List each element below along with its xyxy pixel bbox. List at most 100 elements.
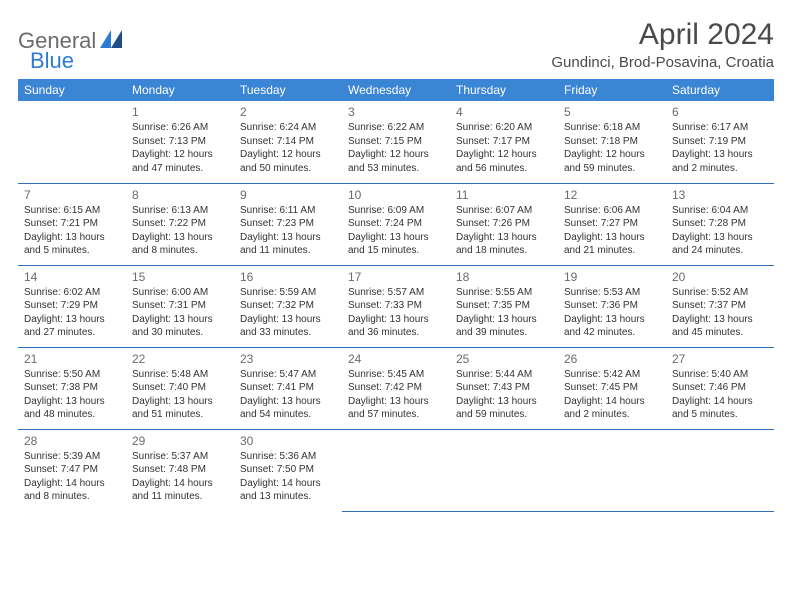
day-number: 16: [240, 269, 336, 285]
daylight-text: and 13 minutes.: [240, 490, 336, 504]
daylight-text: Daylight: 13 hours: [564, 313, 660, 327]
calendar-day-cell: 4Sunrise: 6:20 AMSunset: 7:17 PMDaylight…: [450, 101, 558, 183]
sunset-text: Sunset: 7:27 PM: [564, 217, 660, 231]
day-number: 12: [564, 187, 660, 203]
sunset-text: Sunset: 7:46 PM: [672, 381, 768, 395]
daylight-text: and 59 minutes.: [456, 408, 552, 422]
calendar-day-cell: 21Sunrise: 5:50 AMSunset: 7:38 PMDayligh…: [18, 347, 126, 429]
daylight-text: Daylight: 13 hours: [240, 231, 336, 245]
daylight-text: Daylight: 13 hours: [132, 395, 228, 409]
daylight-text: Daylight: 14 hours: [240, 477, 336, 491]
sunrise-text: Sunrise: 5:50 AM: [24, 368, 120, 382]
sunset-text: Sunset: 7:13 PM: [132, 135, 228, 149]
day-number: 14: [24, 269, 120, 285]
calendar-day-cell: 17Sunrise: 5:57 AMSunset: 7:33 PMDayligh…: [342, 265, 450, 347]
sunrise-text: Sunrise: 6:22 AM: [348, 121, 444, 135]
sunrise-text: Sunrise: 6:07 AM: [456, 204, 552, 218]
daylight-text: Daylight: 13 hours: [240, 313, 336, 327]
daylight-text: and 27 minutes.: [24, 326, 120, 340]
daylight-text: and 2 minutes.: [564, 408, 660, 422]
daylight-text: Daylight: 13 hours: [672, 148, 768, 162]
day-number: 29: [132, 433, 228, 449]
sunset-text: Sunset: 7:42 PM: [348, 381, 444, 395]
sunset-text: Sunset: 7:31 PM: [132, 299, 228, 313]
calendar-empty-cell: [18, 101, 126, 183]
logo-mark-icon: [100, 30, 122, 53]
daylight-text: and 47 minutes.: [132, 162, 228, 176]
sunset-text: Sunset: 7:48 PM: [132, 463, 228, 477]
day-number: 10: [348, 187, 444, 203]
day-number: 22: [132, 351, 228, 367]
day-number: 15: [132, 269, 228, 285]
logo-text-blue: Blue: [30, 48, 74, 73]
location-text: Gundinci, Brod-Posavina, Croatia: [551, 54, 774, 71]
daylight-text: and 8 minutes.: [24, 490, 120, 504]
daylight-text: and 2 minutes.: [672, 162, 768, 176]
day-number: 19: [564, 269, 660, 285]
daylight-text: and 50 minutes.: [240, 162, 336, 176]
calendar-week-row: 21Sunrise: 5:50 AMSunset: 7:38 PMDayligh…: [18, 347, 774, 429]
sunset-text: Sunset: 7:22 PM: [132, 217, 228, 231]
day-number: 1: [132, 104, 228, 120]
day-number: 17: [348, 269, 444, 285]
sunrise-text: Sunrise: 5:42 AM: [564, 368, 660, 382]
calendar-day-cell: 8Sunrise: 6:13 AMSunset: 7:22 PMDaylight…: [126, 183, 234, 265]
sunrise-text: Sunrise: 6:11 AM: [240, 204, 336, 218]
sunset-text: Sunset: 7:33 PM: [348, 299, 444, 313]
calendar-empty-cell: [558, 429, 666, 511]
daylight-text: Daylight: 12 hours: [456, 148, 552, 162]
weekday-header: Friday: [558, 79, 666, 101]
weekday-header: Saturday: [666, 79, 774, 101]
sunset-text: Sunset: 7:45 PM: [564, 381, 660, 395]
sunrise-text: Sunrise: 5:39 AM: [24, 450, 120, 464]
daylight-text: Daylight: 13 hours: [672, 231, 768, 245]
sunrise-text: Sunrise: 5:47 AM: [240, 368, 336, 382]
calendar-day-cell: 5Sunrise: 6:18 AMSunset: 7:18 PMDaylight…: [558, 101, 666, 183]
daylight-text: and 39 minutes.: [456, 326, 552, 340]
daylight-text: Daylight: 13 hours: [132, 313, 228, 327]
daylight-text: and 5 minutes.: [24, 244, 120, 258]
sunrise-text: Sunrise: 6:00 AM: [132, 286, 228, 300]
day-number: 6: [672, 104, 768, 120]
calendar-day-cell: 9Sunrise: 6:11 AMSunset: 7:23 PMDaylight…: [234, 183, 342, 265]
daylight-text: Daylight: 13 hours: [24, 313, 120, 327]
sunset-text: Sunset: 7:36 PM: [564, 299, 660, 313]
daylight-text: Daylight: 13 hours: [24, 395, 120, 409]
calendar-head: SundayMondayTuesdayWednesdayThursdayFrid…: [18, 79, 774, 101]
sunset-text: Sunset: 7:24 PM: [348, 217, 444, 231]
sunrise-text: Sunrise: 5:53 AM: [564, 286, 660, 300]
calendar-day-cell: 28Sunrise: 5:39 AMSunset: 7:47 PMDayligh…: [18, 429, 126, 511]
daylight-text: Daylight: 13 hours: [456, 313, 552, 327]
weekday-header: Tuesday: [234, 79, 342, 101]
calendar-day-cell: 24Sunrise: 5:45 AMSunset: 7:42 PMDayligh…: [342, 347, 450, 429]
sunset-text: Sunset: 7:28 PM: [672, 217, 768, 231]
calendar-week-row: 28Sunrise: 5:39 AMSunset: 7:47 PMDayligh…: [18, 429, 774, 511]
calendar-day-cell: 16Sunrise: 5:59 AMSunset: 7:32 PMDayligh…: [234, 265, 342, 347]
calendar-day-cell: 7Sunrise: 6:15 AMSunset: 7:21 PMDaylight…: [18, 183, 126, 265]
calendar-day-cell: 12Sunrise: 6:06 AMSunset: 7:27 PMDayligh…: [558, 183, 666, 265]
calendar-day-cell: 15Sunrise: 6:00 AMSunset: 7:31 PMDayligh…: [126, 265, 234, 347]
sunrise-text: Sunrise: 6:04 AM: [672, 204, 768, 218]
day-number: 23: [240, 351, 336, 367]
daylight-text: Daylight: 13 hours: [348, 395, 444, 409]
daylight-text: and 59 minutes.: [564, 162, 660, 176]
daylight-text: and 57 minutes.: [348, 408, 444, 422]
sunset-text: Sunset: 7:18 PM: [564, 135, 660, 149]
daylight-text: and 56 minutes.: [456, 162, 552, 176]
sunset-text: Sunset: 7:19 PM: [672, 135, 768, 149]
day-number: 5: [564, 104, 660, 120]
daylight-text: and 45 minutes.: [672, 326, 768, 340]
sunrise-text: Sunrise: 5:57 AM: [348, 286, 444, 300]
sunset-text: Sunset: 7:32 PM: [240, 299, 336, 313]
daylight-text: and 42 minutes.: [564, 326, 660, 340]
daylight-text: Daylight: 13 hours: [24, 231, 120, 245]
day-number: 27: [672, 351, 768, 367]
daylight-text: Daylight: 12 hours: [240, 148, 336, 162]
calendar-day-cell: 13Sunrise: 6:04 AMSunset: 7:28 PMDayligh…: [666, 183, 774, 265]
daylight-text: Daylight: 13 hours: [564, 231, 660, 245]
sunrise-text: Sunrise: 6:13 AM: [132, 204, 228, 218]
sunrise-text: Sunrise: 5:48 AM: [132, 368, 228, 382]
daylight-text: Daylight: 13 hours: [456, 231, 552, 245]
page-header: General April 2024 Gundinci, Brod-Posavi…: [18, 18, 774, 71]
sunrise-text: Sunrise: 6:02 AM: [24, 286, 120, 300]
